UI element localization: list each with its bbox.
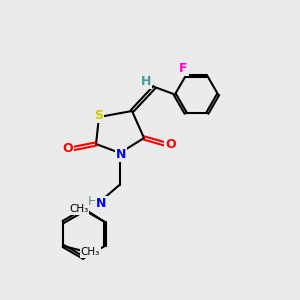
Text: CH₃: CH₃: [69, 204, 88, 214]
Text: O: O: [63, 142, 74, 155]
Text: F: F: [179, 62, 188, 75]
Text: S: S: [94, 109, 103, 122]
Text: H: H: [141, 75, 151, 88]
Text: N: N: [96, 197, 106, 210]
Text: O: O: [165, 137, 176, 151]
Text: N: N: [116, 148, 126, 161]
Text: CH₃: CH₃: [81, 247, 100, 257]
Text: H: H: [88, 195, 97, 208]
